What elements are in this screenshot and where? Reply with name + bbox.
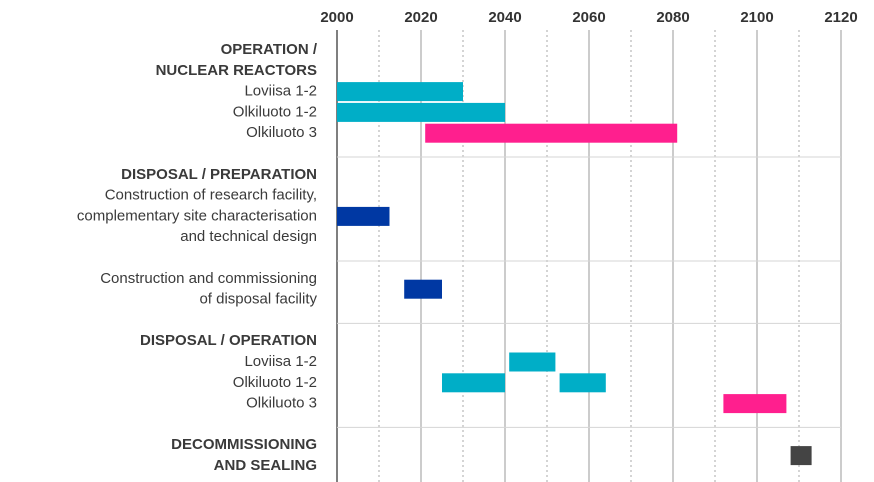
- group-title: DECOMMISSIONING: [171, 436, 317, 453]
- bar: [337, 206, 390, 226]
- bar: [509, 352, 556, 372]
- x-tick-label: 2020: [404, 9, 437, 26]
- task-label: Loviisa 1-2: [244, 83, 317, 100]
- bar: [790, 446, 812, 466]
- task-label: Loviisa 1-2: [244, 353, 317, 370]
- group-title: DISPOSAL / PREPARATION: [121, 166, 317, 183]
- task-label: Construction and commissioning: [100, 270, 317, 287]
- bar: [425, 123, 678, 143]
- x-tick-label: 2060: [572, 9, 605, 26]
- bar: [337, 82, 463, 102]
- group-title: AND SEALING: [214, 457, 317, 474]
- group-title: OPERATION /: [221, 41, 318, 58]
- bar: [723, 394, 787, 414]
- task-label: Construction of research facility,: [105, 187, 317, 204]
- task-label: complementary site characterisation: [77, 207, 317, 224]
- group-title: DISPOSAL / OPERATION: [140, 332, 317, 349]
- x-tick-label: 2100: [740, 9, 773, 26]
- task-label: and technical design: [180, 228, 317, 245]
- task-label: Olkiluoto 3: [246, 395, 317, 412]
- task-label: Olkiluoto 1-2: [233, 103, 317, 120]
- task-label: Olkiluoto 3: [246, 124, 317, 141]
- x-tick-label: 2040: [488, 9, 521, 26]
- x-tick-label: 2000: [320, 9, 353, 26]
- task-label: of disposal facility: [199, 291, 317, 308]
- task-label: Olkiluoto 1-2: [233, 374, 317, 391]
- group-title: NUCLEAR REACTORS: [156, 62, 317, 79]
- bar: [559, 373, 606, 393]
- bar: [337, 102, 505, 122]
- bar: [404, 279, 442, 299]
- x-tick-label: 2120: [824, 9, 857, 26]
- x-tick-label: 2080: [656, 9, 689, 26]
- bar: [442, 373, 505, 393]
